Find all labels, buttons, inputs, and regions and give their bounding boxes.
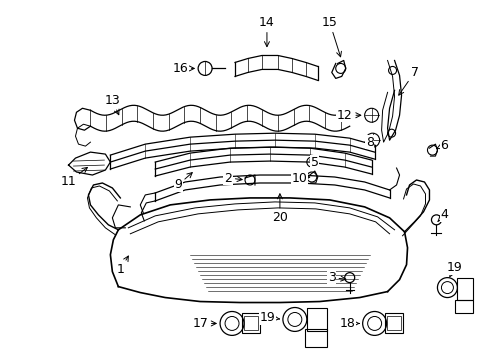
Text: 7: 7 (398, 66, 418, 95)
Text: 11: 11 (61, 167, 87, 189)
Text: 9: 9 (174, 172, 192, 192)
Text: 12: 12 (336, 109, 360, 122)
Text: 17: 17 (192, 317, 216, 330)
Text: 18: 18 (339, 317, 359, 330)
Text: 4: 4 (437, 208, 447, 221)
Text: 20: 20 (271, 194, 287, 224)
Text: 19: 19 (446, 261, 461, 277)
Text: 2: 2 (224, 171, 242, 185)
Text: 8: 8 (364, 136, 373, 149)
Text: 19: 19 (260, 311, 279, 324)
Bar (386, 316, 400, 330)
Text: 14: 14 (259, 16, 274, 47)
Bar (304, 329, 326, 347)
Text: 3: 3 (327, 271, 345, 284)
Text: 10: 10 (291, 171, 309, 185)
Text: 13: 13 (104, 94, 120, 115)
Text: 5: 5 (310, 156, 318, 168)
Bar (384, 314, 402, 333)
Text: 6: 6 (436, 139, 447, 152)
Text: 1: 1 (116, 256, 128, 276)
Text: 15: 15 (321, 16, 341, 57)
Bar (244, 316, 258, 330)
Bar (454, 300, 472, 314)
Bar (456, 278, 472, 300)
Text: 16: 16 (172, 62, 194, 75)
Bar (242, 314, 260, 333)
Bar (306, 307, 326, 332)
